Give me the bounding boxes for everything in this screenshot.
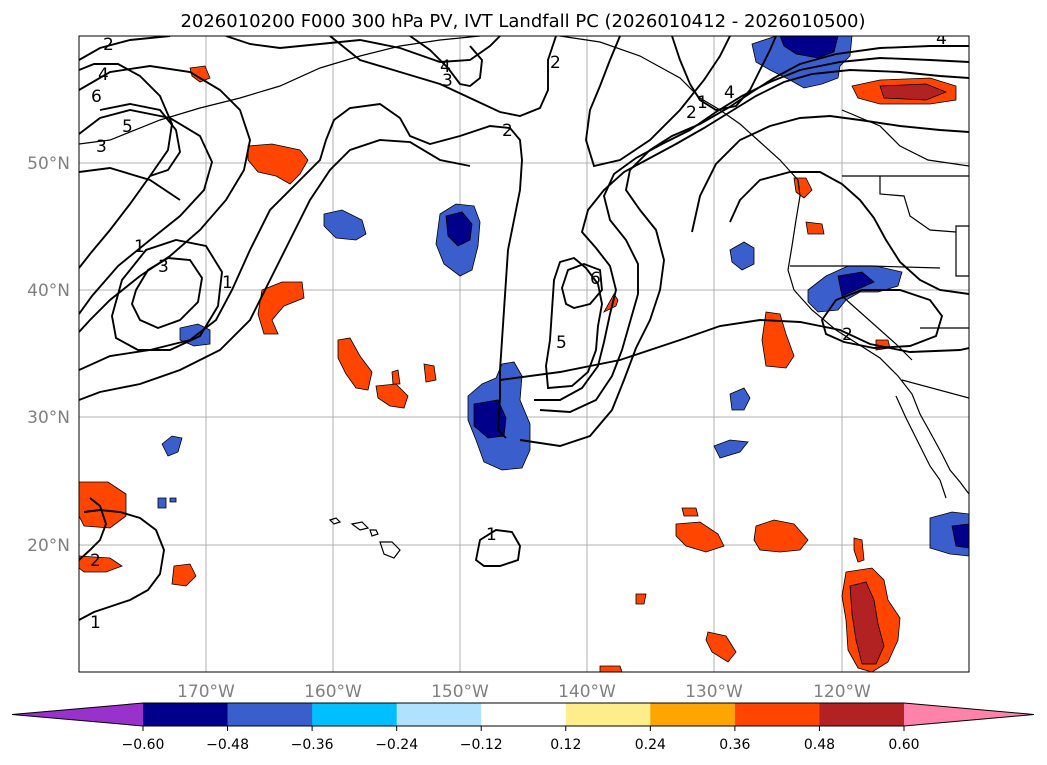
contour-label: 1 — [90, 613, 101, 633]
colorbar-tick-label: −0.60 — [122, 737, 165, 753]
colorbar-segment — [734, 703, 820, 726]
colorbar-segment — [481, 703, 567, 726]
contour-label: 2 — [686, 103, 697, 123]
contour-label: 4 — [936, 29, 947, 49]
lon-label: 120°W — [813, 682, 871, 702]
colorbar-tick-label: −0.12 — [460, 737, 503, 753]
lon-label: 140°W — [558, 682, 616, 702]
colorbar-tick-label: 0.48 — [804, 737, 835, 753]
colorbar-extend-max — [904, 703, 1034, 726]
lon-label: 130°W — [685, 682, 743, 702]
colorbar-segment — [565, 703, 651, 726]
contour-label: 3 — [158, 257, 169, 277]
pv-contours — [79, 36, 969, 621]
contour-label: 2 — [550, 53, 561, 73]
colorbar-segment — [819, 703, 905, 726]
colorbar-segment — [396, 703, 482, 726]
colorbar: −0.60 −0.48 −0.36 −0.24 −0.12 0.12 0.24 0.36 0.4… — [11, 702, 1035, 753]
contour-label: 1 — [486, 525, 497, 545]
colorbar-tick-label: 0.24 — [635, 737, 666, 753]
contour-label: 4 — [98, 65, 109, 85]
contour-label: 1 — [697, 93, 708, 113]
hawaii-islands — [328, 517, 401, 559]
contour-label: 3 — [96, 137, 107, 157]
contour-label: 5 — [122, 117, 133, 137]
contour-label: 4 — [724, 83, 735, 103]
colorbar-tick-label: 0.60 — [888, 737, 919, 753]
contour-label: 4 — [440, 57, 451, 77]
contour-label: 2 — [103, 35, 114, 55]
longitude-labels: 170°W 160°W 150°W 140°W 130°W 120°W — [177, 682, 871, 702]
contour-label: 6 — [590, 269, 601, 289]
colorbar-tick-label: −0.48 — [206, 737, 249, 753]
contour-label: 2 — [502, 121, 513, 141]
colorbar-tick-label: 0.36 — [719, 737, 750, 753]
coastlines — [79, 36, 969, 499]
colorbar-segment — [650, 703, 736, 726]
lat-label: 50°N — [27, 154, 70, 174]
contour-label: 1 — [134, 237, 145, 257]
colorbar-tick-label: −0.36 — [291, 737, 334, 753]
lat-label: 40°N — [27, 281, 70, 301]
positive-anomaly-regions — [79, 65, 957, 672]
contour-label: 3 — [442, 71, 453, 91]
lon-label: 150°W — [431, 682, 489, 702]
map-title: 2026010200 F000 300 hPa PV, IVT Landfall… — [180, 11, 865, 32]
contour-label: 5 — [556, 333, 567, 353]
contour-label: 6 — [91, 87, 102, 107]
lon-label: 170°W — [177, 682, 235, 702]
colorbar-extend-min — [12, 703, 143, 726]
colorbar-tick-label: 0.12 — [550, 737, 581, 753]
lon-label: 160°W — [304, 682, 362, 702]
colorbar-segment — [143, 703, 229, 726]
map-frame — [78, 35, 970, 673]
colorbar-segment — [312, 703, 398, 726]
map-content: 2 4 6 5 3 4 3 2 4 2 2 1 3 1 6 5 2 1 1 1 … — [79, 29, 969, 672]
latitude-labels: 50°N 40°N 30°N 20°N — [27, 154, 70, 556]
colorbar-segment — [227, 703, 313, 726]
contour-label: 2 — [90, 551, 101, 571]
lat-label: 20°N — [27, 536, 70, 556]
contour-label: 2 — [842, 325, 853, 345]
map-background — [79, 36, 969, 672]
lat-label: 30°N — [27, 408, 70, 428]
contour-labels: 2 4 6 5 3 4 3 2 4 2 2 1 3 1 6 5 2 1 1 1 … — [90, 29, 947, 633]
contour-label: 1 — [222, 273, 233, 293]
colorbar-tick-label: −0.24 — [375, 737, 418, 753]
